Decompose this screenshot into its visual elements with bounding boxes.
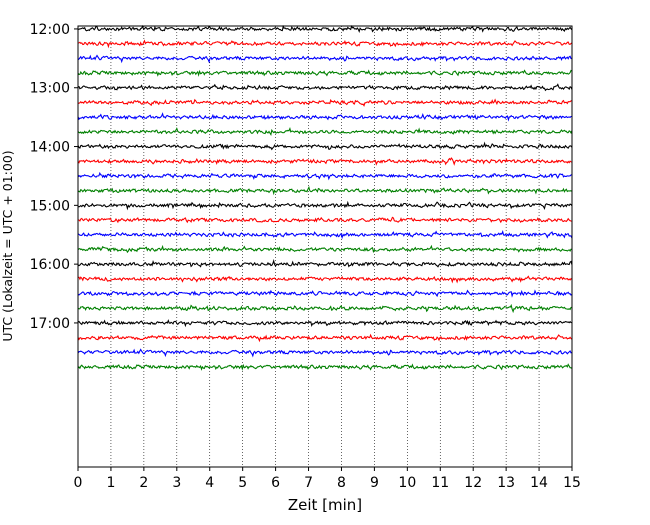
trace-1615 (77, 275, 573, 284)
x-tick-label: 0 (74, 475, 83, 491)
trace-1530 (77, 230, 573, 240)
trace-1645 (77, 303, 573, 314)
trace-1430 (77, 171, 573, 181)
y-tick-label: 13:00 (30, 81, 70, 97)
seismogram-traces (77, 24, 573, 371)
x-tick-label: 6 (271, 475, 280, 491)
trace-1730 (77, 348, 573, 358)
trace-1715 (77, 333, 573, 343)
trace-1745 (77, 363, 573, 371)
y-tick-label: 16:00 (30, 257, 70, 273)
x-tick-label: 4 (205, 475, 214, 491)
x-tick-label: 9 (370, 475, 379, 491)
x-tick-label: 14 (530, 475, 548, 491)
trace-1445 (77, 185, 573, 196)
x-axis-label: Zeit [min] (288, 496, 362, 514)
trace-1630 (77, 289, 573, 298)
x-tick-label: 2 (139, 475, 148, 491)
x-tick-label: 5 (238, 475, 247, 491)
y-tick-label: 15:00 (30, 198, 70, 214)
axis-ticks: 0 1 2 3 4 5 6 7 8 9 10 11 12 13 14 1512:0013:0014:0015:… (30, 22, 581, 491)
y-tick-label: 12:00 (30, 22, 70, 38)
trace-1345 (77, 126, 573, 137)
trace-1315 (77, 98, 573, 107)
x-tick-label: 15 (563, 475, 581, 491)
plot-frame (77, 25, 573, 468)
y-tick-label: 14:00 (30, 140, 70, 156)
trace-1330 (77, 112, 572, 122)
y-axis-label: UTC (Lokalzeit = UTC + 01:00) (0, 150, 15, 341)
trace-1300 (77, 83, 573, 92)
y-tick-label: 17:00 (30, 316, 70, 332)
trace-1500 (77, 200, 573, 211)
trace-1515 (78, 216, 573, 224)
trace-1415 (77, 157, 573, 166)
x-tick-label: 3 (172, 475, 181, 491)
x-tick-label: 7 (304, 475, 313, 491)
x-tick-label: 8 (337, 475, 346, 491)
trace-1245 (77, 69, 573, 77)
x-tick-label: 12 (464, 475, 482, 491)
trace-1545 (77, 244, 573, 254)
x-tick-label: 1 (106, 475, 115, 491)
trace-1600 (77, 258, 573, 268)
trace-1215 (77, 39, 573, 49)
x-tick-label: 11 (431, 475, 449, 491)
trace-1400 (77, 141, 573, 151)
x-tick-label: 10 (398, 475, 416, 491)
trace-1700 (77, 319, 573, 328)
x-tick-label: 13 (497, 475, 515, 491)
trace-1200 (77, 24, 573, 33)
trace-1230 (77, 54, 573, 64)
